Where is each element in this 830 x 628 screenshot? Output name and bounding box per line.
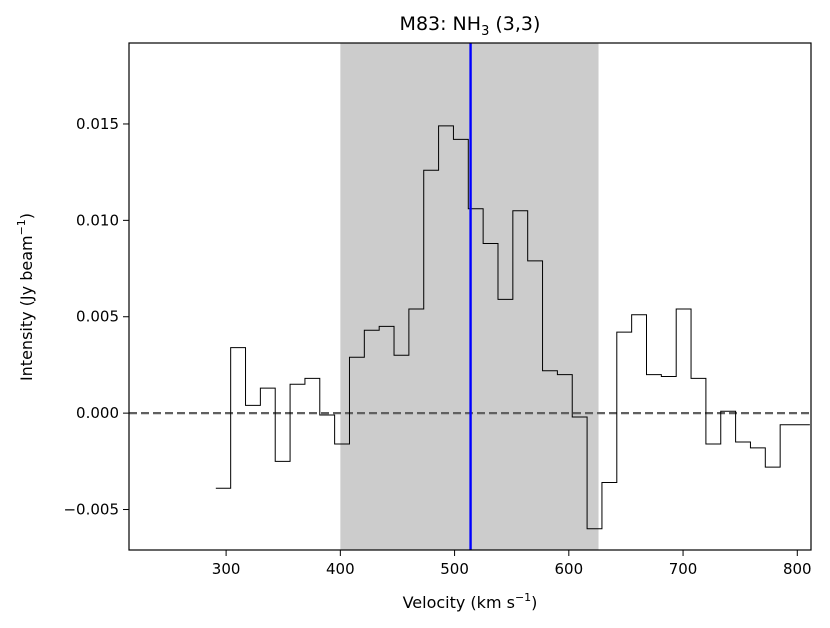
y-tick-label-3: 0.010 xyxy=(76,211,119,229)
y-tick-label-4: 0.015 xyxy=(76,115,119,133)
chart-title-subscript: 3 xyxy=(481,24,489,39)
plot-frame xyxy=(128,42,812,551)
spectrum-series-0 xyxy=(215,125,810,530)
y-axis-label-tail: ) xyxy=(17,213,36,219)
y-axis-label: Intensity (Jy beam−1) xyxy=(15,213,36,381)
chart-title-tail: (3,3) xyxy=(489,13,540,35)
x-axis-label-tail: ) xyxy=(531,593,537,612)
x-tick-label-400: 400 xyxy=(326,560,355,578)
x-axis-label: Velocity (km s−1) xyxy=(403,591,538,612)
y-axis-label-superscript: −1 xyxy=(15,219,28,235)
y-tick-label-0: −0.005 xyxy=(63,501,119,519)
y-axis-label-main: Intensity (Jy beam xyxy=(17,235,36,381)
x-axis-label-superscript: −1 xyxy=(515,591,531,604)
chart-title: M83: NH3 (3,3) xyxy=(400,13,541,39)
x-tick-label-300: 300 xyxy=(212,560,241,578)
x-tick-label-800: 800 xyxy=(783,560,812,578)
x-tick-label-700: 700 xyxy=(669,560,698,578)
y-tick-label-2: 0.005 xyxy=(76,308,119,326)
x-tick-label-600: 600 xyxy=(554,560,583,578)
y-tick-label-1: 0.000 xyxy=(76,404,119,422)
chart-title-main: M83: NH xyxy=(400,13,482,35)
x-axis-label-main: Velocity (km s xyxy=(403,593,515,612)
x-tick-label-500: 500 xyxy=(440,560,469,578)
